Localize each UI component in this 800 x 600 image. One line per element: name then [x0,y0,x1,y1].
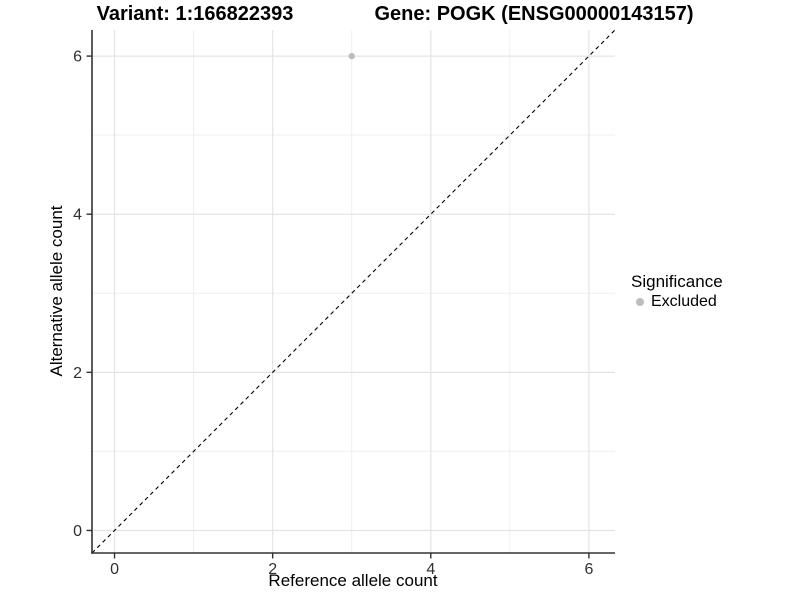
y-axis-title: Alternative allele count [47,205,66,377]
x-tick-label: 2 [268,561,277,578]
legend-item-label: Excluded [651,293,717,310]
y-tick-label: 2 [73,365,82,382]
plot-title-variant: Variant: 1:166822393 [96,3,294,25]
x-tick-label: 4 [426,561,435,578]
identity-reference-line [91,29,616,554]
data-point [348,52,355,60]
x-tick-label: 6 [584,561,593,578]
legend-item-excluded: Excluded [631,293,723,311]
legend-title: Significance [631,272,723,291]
excluded-point-icon [635,298,644,306]
legend: Significance Excluded [631,272,723,311]
y-tick-label: 6 [73,49,82,66]
y-tick-label: 4 [73,207,82,224]
y-tick-label: 0 [73,523,82,540]
x-axis-title: Reference allele count [268,571,438,590]
legend-key [631,294,648,311]
plot-title-gene: Gene: POGK (ENSG00000143157) [374,3,694,25]
x-tick-label: 0 [110,561,119,578]
